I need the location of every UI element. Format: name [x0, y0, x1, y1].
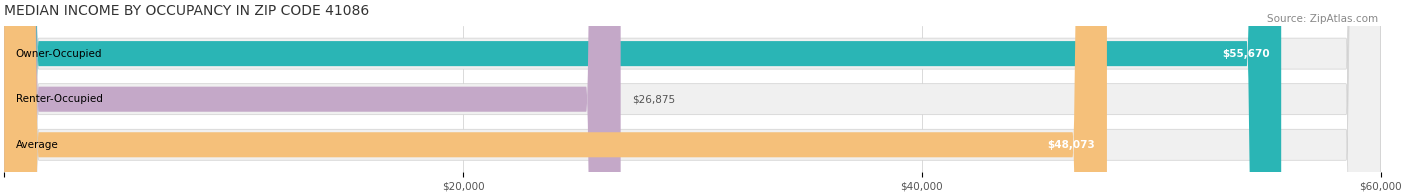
- Text: Average: Average: [15, 140, 59, 150]
- Text: $48,073: $48,073: [1047, 140, 1095, 150]
- Text: $55,670: $55,670: [1222, 49, 1270, 59]
- Text: $26,875: $26,875: [633, 94, 675, 104]
- FancyBboxPatch shape: [4, 0, 620, 196]
- Text: MEDIAN INCOME BY OCCUPANCY IN ZIP CODE 41086: MEDIAN INCOME BY OCCUPANCY IN ZIP CODE 4…: [4, 4, 370, 18]
- Text: Renter-Occupied: Renter-Occupied: [15, 94, 103, 104]
- Text: Owner-Occupied: Owner-Occupied: [15, 49, 103, 59]
- FancyBboxPatch shape: [4, 0, 1281, 196]
- Text: Source: ZipAtlas.com: Source: ZipAtlas.com: [1267, 14, 1378, 24]
- FancyBboxPatch shape: [4, 0, 1107, 196]
- FancyBboxPatch shape: [4, 0, 1381, 196]
- FancyBboxPatch shape: [4, 0, 1381, 196]
- FancyBboxPatch shape: [4, 0, 1381, 196]
